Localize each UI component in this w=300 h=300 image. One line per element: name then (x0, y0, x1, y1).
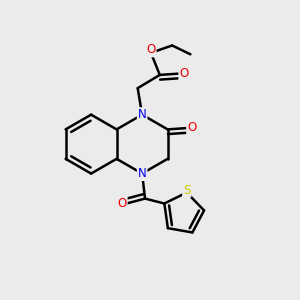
Text: O: O (187, 122, 196, 134)
Text: N: N (138, 108, 146, 121)
Text: S: S (183, 184, 190, 197)
Text: O: O (146, 44, 156, 56)
Text: N: N (138, 167, 146, 180)
Text: O: O (179, 67, 188, 80)
Text: O: O (118, 197, 127, 210)
